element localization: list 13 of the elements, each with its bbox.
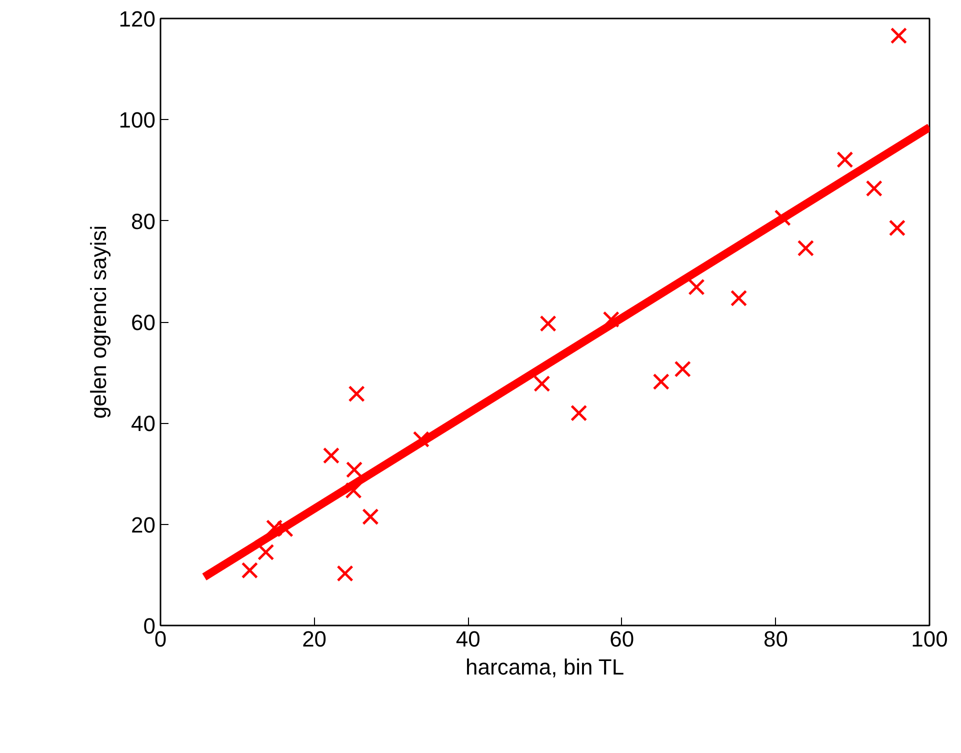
y-axis-title: gelen ogrenci sayisi <box>86 225 111 419</box>
x-tick-label: 40 <box>456 626 480 652</box>
y-tick-label: 80 <box>131 208 156 234</box>
x-axis-title: harcama, bin TL <box>466 654 624 680</box>
x-tick-label: 80 <box>763 626 788 652</box>
y-tick-label: 100 <box>118 108 156 133</box>
y-tick-label: 20 <box>131 512 156 538</box>
y-tick-label: 60 <box>131 310 156 335</box>
x-tick-label: 20 <box>302 626 327 652</box>
y-tick-label: 40 <box>131 411 156 436</box>
y-tick-label: 120 <box>118 6 156 32</box>
x-tick-label: 100 <box>911 626 948 652</box>
x-tick-label: 60 <box>610 626 634 652</box>
